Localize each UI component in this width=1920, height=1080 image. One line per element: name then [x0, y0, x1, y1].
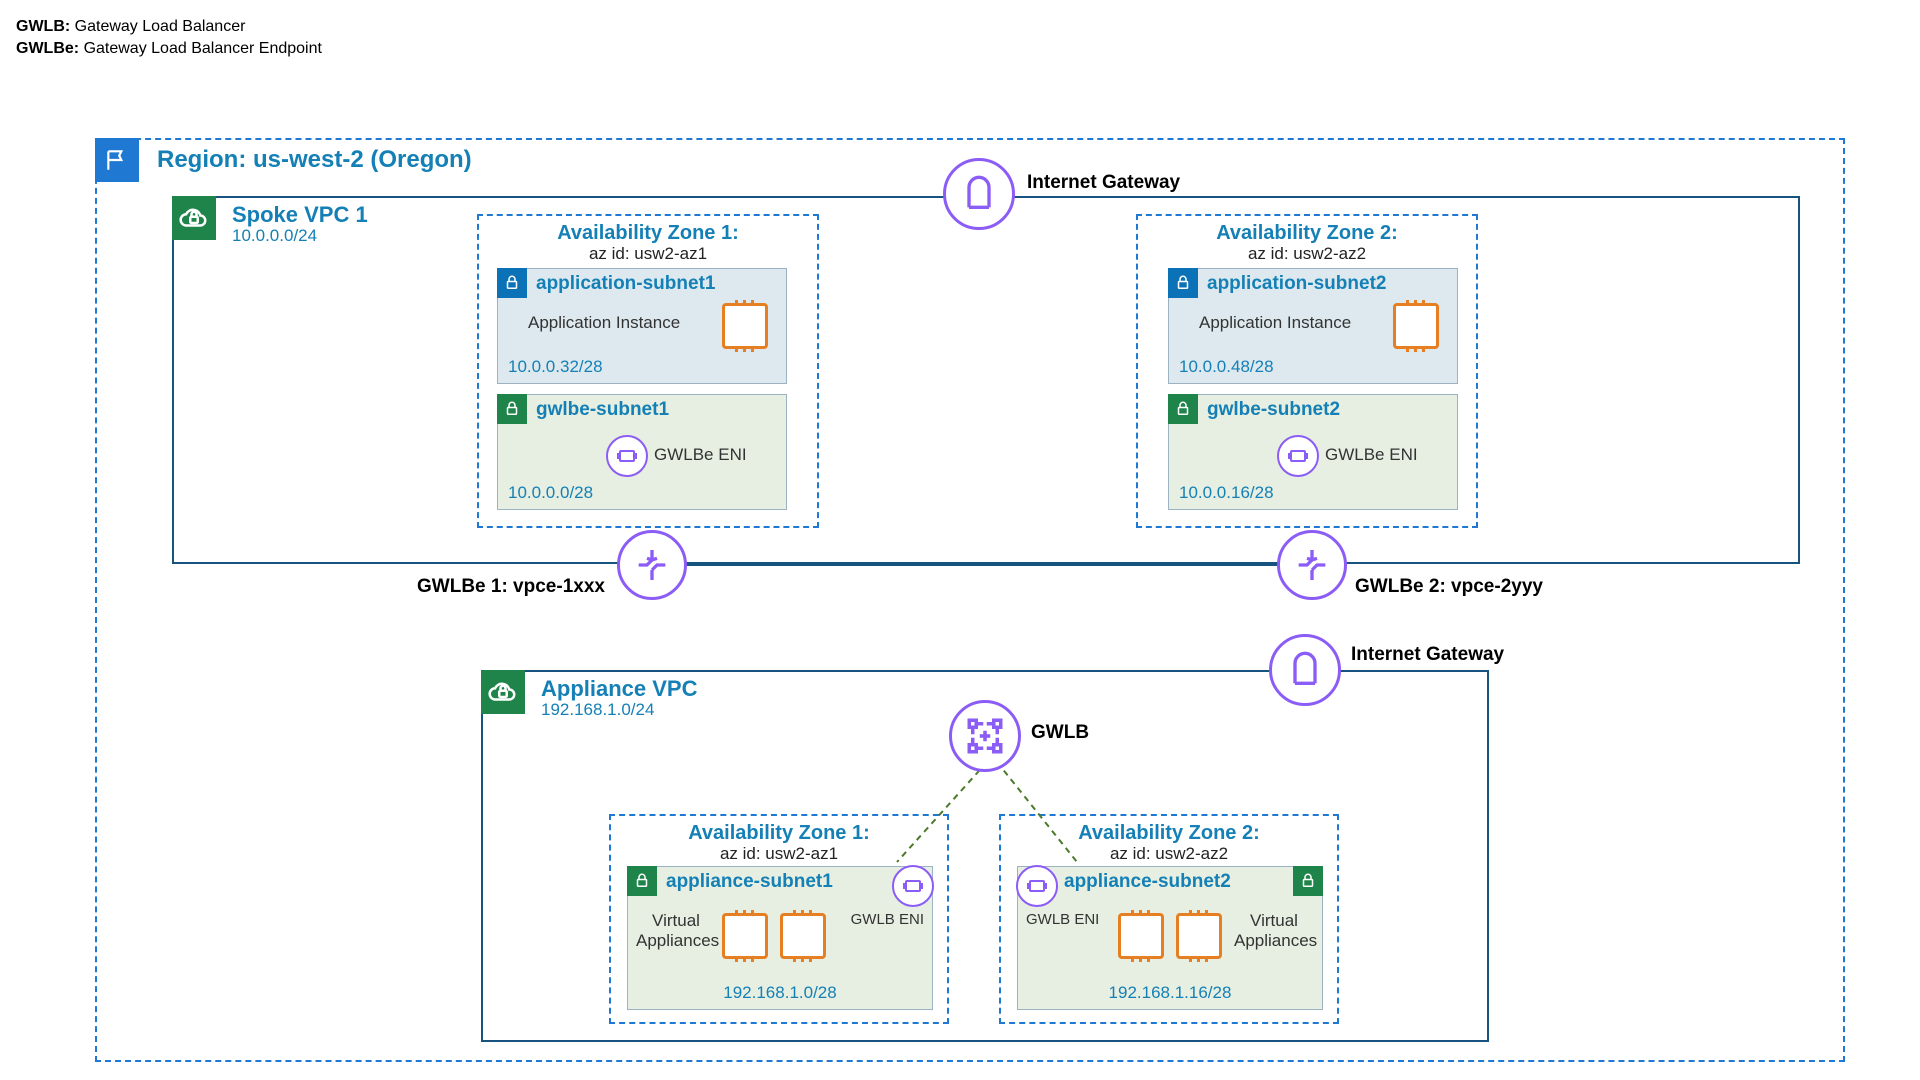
appliance-subnet2-cidr: 192.168.1.16/28 [1018, 983, 1322, 1003]
az2-sub: az id: usw2-az2 [1138, 244, 1476, 264]
appliance-subnet1-title: appliance-subnet1 [666, 871, 833, 893]
gwlbe1-label: GWLBe 1: vpce-1xxx [417, 576, 605, 598]
spoke-az2: Availability Zone 2: az id: usw2-az2 app… [1136, 214, 1478, 528]
appliance-subnet1-cidr: 192.168.1.0/28 [628, 983, 932, 1003]
gwlbe-endpoint-icon [1277, 530, 1347, 600]
gwlbe-subnet1-title: gwlbe-subnet1 [536, 399, 669, 421]
gwlb-icon [949, 700, 1021, 772]
legend: GWLB: Gateway Load Balancer GWLBe: Gatew… [16, 16, 322, 61]
app-subnet2-title: application-subnet2 [1207, 273, 1386, 295]
gwlb-label: GWLB [1031, 722, 1089, 744]
vpc-cloud-icon [172, 196, 216, 240]
region-title: Region: us-west-2 (Oregon) [157, 146, 472, 174]
region-box: Region: us-west-2 (Oregon) Spoke VPC 1 1… [95, 138, 1845, 1062]
va-label1: Virtual Appliances [636, 911, 716, 951]
gwlbe-endpoint-icon [617, 530, 687, 600]
appliance-vpc-cidr: 192.168.1.0/24 [541, 700, 654, 720]
lock-icon [497, 394, 527, 424]
internet-gateway-icon [1269, 634, 1341, 706]
eni-icon [606, 435, 648, 477]
ec2-icon [1393, 303, 1439, 349]
appliance-igw-label: Internet Gateway [1351, 644, 1504, 666]
ec2-icon [1176, 913, 1222, 959]
gwlbe-subnet2-cidr: 10.0.0.16/28 [1179, 483, 1274, 503]
spoke-igw-label: Internet Gateway [1027, 172, 1180, 194]
az1-title: Availability Zone 1: [479, 222, 817, 245]
appliance-vpc-title: Appliance VPC [541, 676, 697, 702]
ec2-icon [722, 913, 768, 959]
gwlbe-subnet1-cidr: 10.0.0.0/28 [508, 483, 593, 503]
az1-sub: az id: usw2-az1 [479, 244, 817, 264]
spoke-vpc-cidr: 10.0.0.0/24 [232, 226, 317, 246]
lock-icon [1168, 394, 1198, 424]
gwlbe-eni2-label: GWLBe ENI [1325, 445, 1418, 465]
app-subnet2: application-subnet2 Application Instance… [1168, 268, 1458, 384]
app-subnet1-title: application-subnet1 [536, 273, 715, 295]
region-flag-icon [95, 138, 139, 182]
lock-icon [627, 866, 657, 896]
gwlb-eni1-label: GWLB ENI [851, 911, 924, 928]
spoke-vpc-title: Spoke VPC 1 [232, 202, 368, 228]
ec2-icon [1118, 913, 1164, 959]
app-instance2-label: Application Instance [1199, 313, 1351, 333]
app-subnet2-cidr: 10.0.0.48/28 [1179, 357, 1274, 377]
ec2-icon [780, 913, 826, 959]
lock-icon [1168, 268, 1198, 298]
appliance-subnet2-title: appliance-subnet2 [1064, 871, 1231, 893]
gwlbe-subnet2: gwlbe-subnet2 GWLBe ENI 10.0.0.16/28 [1168, 394, 1458, 510]
gwlbe2-label: GWLBe 2: vpce-2yyy [1355, 576, 1543, 598]
vpc-cloud-icon [481, 670, 525, 714]
az2-title: Availability Zone 2: [1138, 222, 1476, 245]
app-instance1-label: Application Instance [528, 313, 680, 333]
gwlbe-link-line [662, 564, 1312, 566]
internet-gateway-icon [943, 158, 1015, 230]
gwlb-dashed-lines [877, 762, 1117, 872]
va-label2: Virtual Appliances [1234, 911, 1314, 951]
appliance-subnet2: appliance-subnet2 GWLB ENI Virtual Appli… [1017, 866, 1323, 1010]
lock-icon [1293, 866, 1323, 896]
gwlbe-eni1-label: GWLBe ENI [654, 445, 747, 465]
spoke-az1: Availability Zone 1: az id: usw2-az1 app… [477, 214, 819, 528]
spoke-vpc: Spoke VPC 1 10.0.0.0/24 Availability Zon… [172, 196, 1800, 564]
lock-icon [497, 268, 527, 298]
gwlb-eni2-label: GWLB ENI [1026, 911, 1099, 928]
app-subnet1-cidr: 10.0.0.32/28 [508, 357, 603, 377]
gwlbe-subnet2-title: gwlbe-subnet2 [1207, 399, 1340, 421]
gwlbe-subnet1: gwlbe-subnet1 GWLBe ENI 10.0.0.0/28 [497, 394, 787, 510]
appliance-subnet1: appliance-subnet1 Virtual Appliances GWL… [627, 866, 933, 1010]
eni-icon [1277, 435, 1319, 477]
app-subnet1: application-subnet1 Application Instance… [497, 268, 787, 384]
ec2-icon [722, 303, 768, 349]
